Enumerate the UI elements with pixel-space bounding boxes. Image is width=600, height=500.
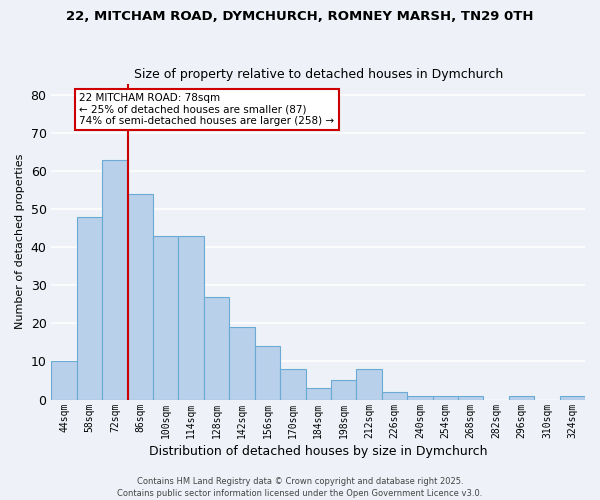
Bar <box>356 369 382 400</box>
Bar <box>128 194 153 400</box>
Bar <box>433 396 458 400</box>
Text: 22, MITCHAM ROAD, DYMCHURCH, ROMNEY MARSH, TN29 0TH: 22, MITCHAM ROAD, DYMCHURCH, ROMNEY MARS… <box>66 10 534 23</box>
Bar <box>229 327 254 400</box>
Bar <box>382 392 407 400</box>
Text: 22 MITCHAM ROAD: 78sqm
← 25% of detached houses are smaller (87)
74% of semi-det: 22 MITCHAM ROAD: 78sqm ← 25% of detached… <box>79 93 334 126</box>
Y-axis label: Number of detached properties: Number of detached properties <box>15 154 25 329</box>
Bar <box>458 396 484 400</box>
Bar <box>153 236 178 400</box>
X-axis label: Distribution of detached houses by size in Dymchurch: Distribution of detached houses by size … <box>149 444 487 458</box>
Bar <box>331 380 356 400</box>
Bar <box>254 346 280 400</box>
Bar <box>407 396 433 400</box>
Bar <box>52 362 77 400</box>
Text: Contains HM Land Registry data © Crown copyright and database right 2025.
Contai: Contains HM Land Registry data © Crown c… <box>118 476 482 498</box>
Bar <box>77 217 102 400</box>
Bar <box>560 396 585 400</box>
Bar <box>509 396 534 400</box>
Bar <box>305 388 331 400</box>
Title: Size of property relative to detached houses in Dymchurch: Size of property relative to detached ho… <box>134 68 503 81</box>
Bar <box>102 160 128 400</box>
Bar <box>280 369 305 400</box>
Bar <box>204 296 229 400</box>
Bar <box>178 236 204 400</box>
